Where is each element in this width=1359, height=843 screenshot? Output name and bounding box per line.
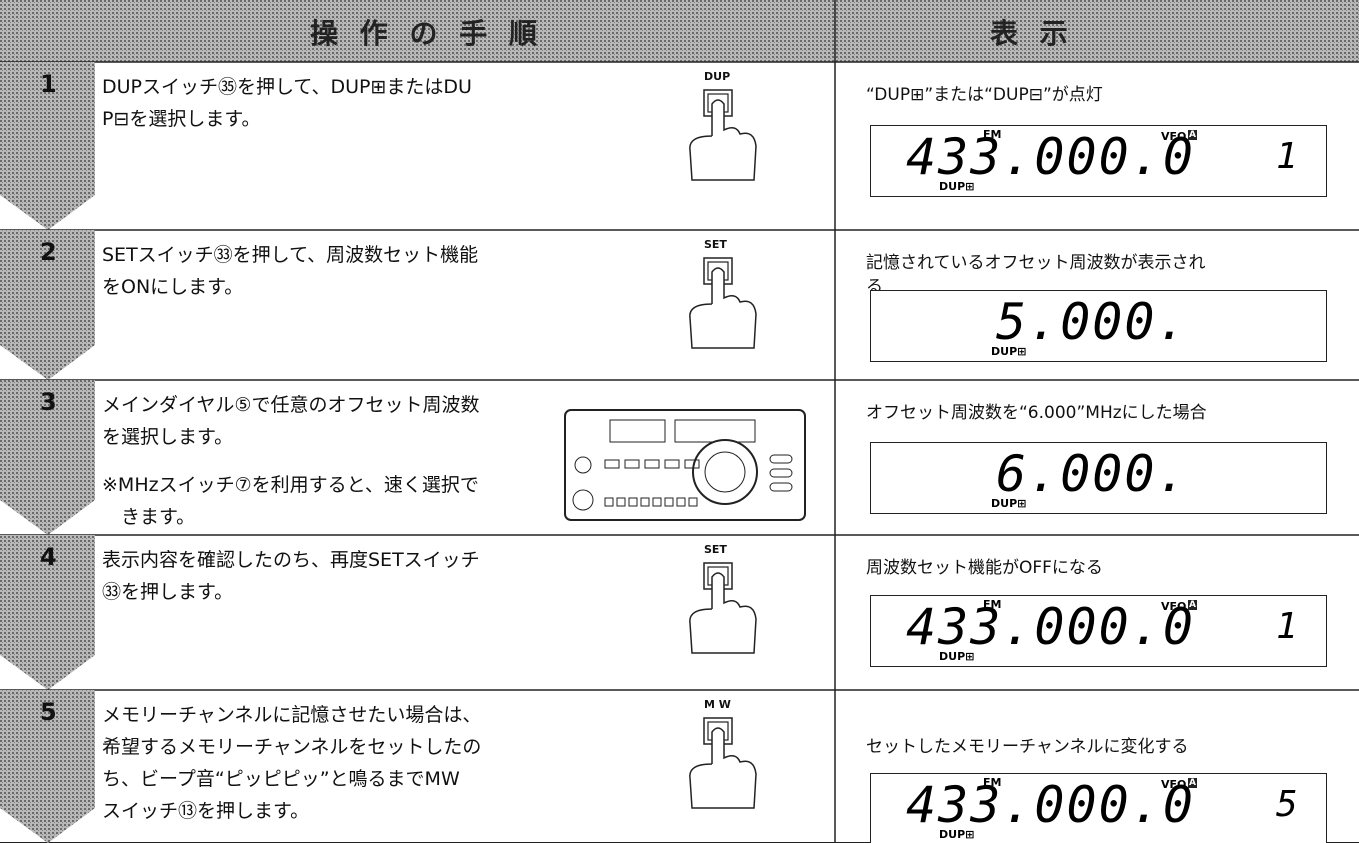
lcd-display: 6.000. DUP⊞ [870, 442, 1327, 514]
hand [689, 99, 757, 181]
radio-key [624, 459, 640, 469]
instruction-line: SETスイッチ㉝を押して、周波数セット機能 [102, 244, 479, 266]
instruction-line: ※MHzスイッチ⑦を利用すると、速く選択で [102, 474, 479, 496]
step-number: 3 [40, 388, 57, 416]
instruction-line: P⊟を選択します。 [102, 108, 261, 130]
display-caption: オフセット周波数を“6.000”MHzにした場合 [866, 403, 1207, 423]
display-caption: 周波数セット機能がOFFになる [866, 558, 1103, 578]
radio-key [769, 454, 793, 464]
button-label: M W [704, 698, 731, 711]
lcd-channel: 1 [1276, 136, 1300, 177]
lcd-frequency: 433.000.0 [906, 128, 1195, 186]
lcd-display: 433.000.0 FM VFO A 5 DUP⊞ [870, 773, 1327, 843]
hand [689, 267, 757, 349]
lcd-mode: FM [983, 598, 1002, 611]
instruction-line: を選択します。 [102, 426, 234, 448]
lcd-channel: 1 [1276, 606, 1300, 647]
lcd-vfo: VFO [1161, 778, 1187, 791]
instruction-line: ㉝を押します。 [102, 581, 234, 603]
radio-key [688, 497, 698, 507]
radio-display [609, 419, 666, 443]
radio-knob [572, 489, 594, 511]
lcd-dup: DUP⊞ [991, 497, 1027, 510]
lcd-vfo: VFO [1161, 130, 1187, 143]
step-arrow [0, 535, 95, 690]
lcd-dup: DUP⊞ [991, 345, 1027, 358]
button-label: SET [704, 238, 727, 251]
step-number: 2 [40, 238, 57, 266]
lcd-channel: 5 [1276, 784, 1300, 825]
radio-key [604, 459, 620, 469]
radio-key [644, 459, 660, 469]
radio-key [664, 497, 674, 507]
step-arrow [0, 230, 95, 380]
hand [689, 727, 757, 809]
radio-key [769, 482, 793, 492]
instruction-line: スイッチ⑬を押します。 [102, 800, 310, 822]
lcd-vfo: VFO [1161, 600, 1187, 613]
radio-key [628, 497, 638, 507]
button-label: DUP [704, 70, 731, 83]
header-band [0, 0, 1359, 62]
radio-dial-inner [704, 451, 746, 493]
step-number: 5 [40, 698, 57, 726]
instruction-line: DUPスイッチ㉟を押して、DUP⊞またはDU [102, 76, 472, 98]
lcd-vfo-letter: A [1188, 778, 1197, 788]
display-caption: “DUP⊞”または“DUP⊟”が点灯 [866, 85, 1103, 105]
header-display: 表 示 [990, 17, 1074, 50]
radio-key [616, 497, 626, 507]
instruction-line: ち、ビープ音“ピッピピッ”と鳴るまでMW [102, 768, 460, 790]
instruction-line: 希望するメモリーチャンネルをセットしたの [102, 736, 482, 758]
radio-dial [692, 439, 758, 505]
lcd-frequency: 6.000. [996, 445, 1189, 503]
instruction-line: 表示内容を確認したのち、再度SETスイッチ [102, 549, 480, 571]
hand [689, 572, 757, 654]
lcd-dup: DUP⊞ [939, 180, 975, 193]
radio-key [604, 497, 614, 507]
radio-key [640, 497, 650, 507]
radio-key [664, 459, 680, 469]
lcd-dup: DUP⊞ [939, 650, 975, 663]
instruction-line: をONにします。 [102, 276, 244, 298]
instruction-line: きます。 [102, 506, 196, 528]
lcd-dup: DUP⊞ [939, 828, 975, 841]
button-label: SET [704, 543, 727, 556]
radio-key [769, 468, 793, 478]
radio-knob [574, 456, 592, 474]
lcd-vfo-letter: A [1188, 130, 1197, 140]
lcd-display: 5.000. DUP⊞ [870, 290, 1327, 362]
lcd-frequency: 433.000.0 [906, 776, 1195, 834]
radio-key [676, 497, 686, 507]
lcd-frequency: 5.000. [996, 293, 1189, 351]
radio-key [684, 459, 700, 469]
lcd-mode: FM [983, 776, 1002, 789]
header-procedure: 操 作 の 手 順 [310, 17, 543, 50]
display-caption: 記憶されているオフセット周波数が表示され [866, 253, 1206, 273]
instruction-line: メインダイヤル⑤で任意のオフセット周波数 [102, 394, 480, 416]
lcd-display: 433.000.0 FM VFO A 1 DUP⊞ [870, 595, 1327, 667]
step-arrow [0, 380, 95, 535]
lcd-mode: FM [983, 128, 1002, 141]
step-arrow [0, 62, 95, 230]
lcd-frequency: 433.000.0 [906, 598, 1195, 656]
lcd-vfo-letter: A [1188, 600, 1197, 610]
instruction-line: メモリーチャンネルに記憶させたい場合は、 [102, 704, 482, 726]
step-arrow [0, 690, 95, 843]
radio-key [652, 497, 662, 507]
step-number: 4 [40, 543, 57, 571]
lcd-display: 433.000.0 FM VFO A 1 DUP⊞ [870, 125, 1327, 197]
step-number: 1 [40, 70, 57, 98]
display-caption: セットしたメモリーチャンネルに変化する [866, 737, 1189, 757]
